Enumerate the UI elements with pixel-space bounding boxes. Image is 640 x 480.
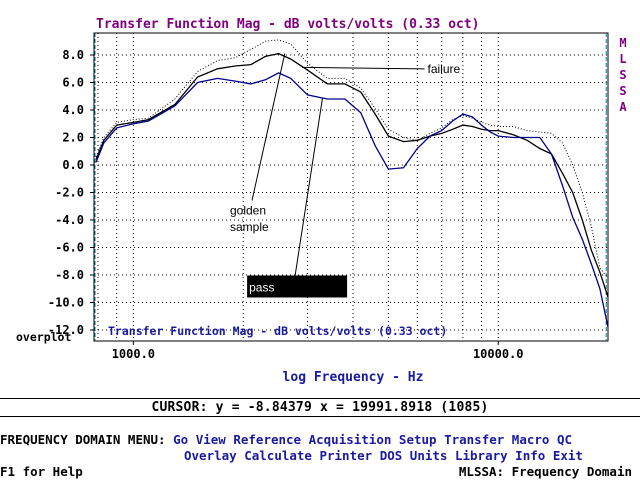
inner-title: Transfer Function Mag - dB volts/volts (…: [108, 324, 447, 338]
transfer-function-chart: Transfer Function Mag - dB volts/volts (…: [16, 17, 627, 385]
chart-title: Transfer Function Mag - dB volts/volts (…: [96, 17, 480, 32]
y-axis-ticks: 8.0 6.0 4.0 2.0 0.0 -2.0 -4.0 -6.0 -8.0 -10.0 -12.…: [48, 48, 94, 337]
status-text: MLSSA: Frequency Domain: [458, 464, 632, 479]
limit-lines: [94, 33, 607, 341]
x-tick-label: 1000.0: [112, 347, 155, 361]
y-tick-label: -8.0: [55, 268, 84, 282]
annotation-leader: [294, 97, 324, 276]
cursor-rule-top: [0, 398, 640, 399]
y-tick-label: 4.0: [62, 103, 84, 117]
annotation-box: [247, 275, 348, 298]
menu-item-exit[interactable]: Exit: [545, 448, 583, 463]
side-label-letter: S: [619, 68, 626, 82]
plot-frame: [93, 32, 609, 342]
menu-item-acquisition[interactable]: Acquisition: [301, 432, 392, 447]
menu-item-macro[interactable]: Macro: [504, 432, 550, 447]
series-line-2: [95, 52, 609, 298]
menu-item-library[interactable]: Library: [447, 448, 508, 463]
y-tick-label: -4.0: [55, 213, 84, 227]
help-hint: F1 for Help: [0, 464, 83, 479]
y-tick-label: 6.0: [62, 76, 84, 90]
y-tick-label: 2.0: [62, 131, 84, 145]
annotation-failure: failure: [428, 62, 461, 76]
side-label-letter: A: [619, 100, 627, 114]
grid: [94, 33, 608, 341]
y-tick-label: -2.0: [55, 186, 84, 200]
cursor-readout: CURSOR: y = -8.84379 x = 19991.8918 (108…: [151, 400, 489, 415]
y-tick-label: -6.0: [55, 241, 84, 255]
side-label-letter: M: [619, 36, 626, 50]
menu-item-info[interactable]: Info: [507, 448, 546, 463]
side-label-letter: S: [619, 84, 626, 98]
menu-row-1: FREQUENCY DOMAIN MENU: Go View Reference…: [0, 432, 572, 447]
overplot-label: overplot: [16, 330, 71, 344]
menu-item-qc[interactable]: QC: [549, 432, 573, 447]
annotation-sample: sample: [230, 220, 269, 234]
side-label-letter: L: [619, 52, 626, 66]
side-label: MLSSA: [619, 36, 627, 114]
y-tick-label: -10.0: [48, 296, 84, 310]
y-tick-label: -12.0: [48, 323, 84, 337]
x-axis-label: log Frequency - Hz: [283, 370, 424, 385]
menu-row-1-items: Go View Reference Acquisition Setup Tran…: [173, 432, 572, 447]
menu-item-calculate[interactable]: Calculate: [236, 448, 312, 463]
series-layer: [95, 39, 609, 328]
menu-item-units[interactable]: Units: [402, 448, 448, 463]
menu-item-go[interactable]: Go: [173, 432, 189, 447]
menu-item-overlay[interactable]: Overlay: [184, 448, 237, 463]
y-tick-label: 8.0: [62, 48, 84, 62]
annotation-golden: golden: [230, 204, 266, 218]
menu-item-transfer[interactable]: Transfer: [436, 432, 505, 447]
plot-area: failure golden sample pass Transfer Functio…: [93, 32, 609, 342]
menu-row-2-items: Overlay Calculate Printer DOS Units Libr…: [184, 448, 583, 463]
y-tick-label: 0.0: [62, 158, 84, 172]
series-line-1: [95, 39, 609, 279]
menu-item-reference[interactable]: Reference: [225, 432, 302, 447]
annotation-leader: [251, 53, 286, 201]
menu-item-printer[interactable]: Printer: [311, 448, 373, 463]
cursor-readout-bar: CURSOR: y = -8.84379 x = 19991.8918 (108…: [0, 398, 640, 418]
cursor-rule-bottom: [0, 416, 640, 417]
series-line-3: [95, 72, 609, 328]
x-axis-ticks: 1000.0 10000.0: [112, 341, 524, 361]
menu-row-2: Overlay Calculate Printer DOS Units Libr…: [184, 448, 583, 463]
x-tick-label: 10000.0: [473, 347, 524, 361]
menu-item-dos[interactable]: DOS: [372, 448, 403, 463]
menu-title: FREQUENCY DOMAIN MENU:: [0, 432, 166, 447]
menu-item-view[interactable]: View: [188, 432, 226, 447]
annotation-leader: [302, 66, 425, 70]
annotation-layer: failure golden sample pass: [230, 53, 461, 298]
annotation-pass: pass: [249, 281, 274, 295]
menu-item-setup[interactable]: Setup: [391, 432, 437, 447]
